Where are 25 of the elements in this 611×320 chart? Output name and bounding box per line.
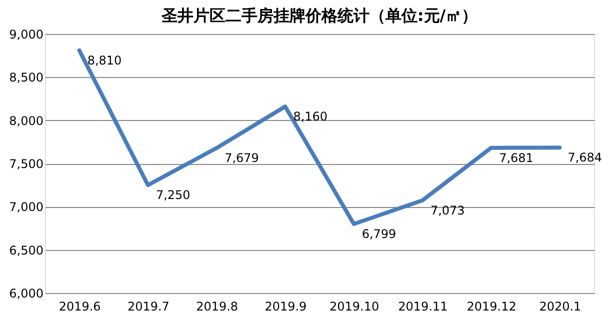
y-tick-label: 7,000 <box>9 200 44 214</box>
y-tick-label: 6,500 <box>9 243 44 258</box>
text: 7,681 <box>499 150 534 165</box>
x-tick-label: 2019.10 <box>330 300 380 314</box>
x-tick-label: 2019.12 <box>466 300 516 314</box>
text: 8,810 <box>87 53 122 68</box>
x-tick-label: 2020.1 <box>539 300 582 314</box>
y-tick-label: 9,000 <box>9 28 44 42</box>
y-tick-label: 7,500 <box>9 157 44 171</box>
text: 7,684 <box>568 150 602 165</box>
text: 8,160 <box>293 110 328 124</box>
y-tick-label: 8,000 <box>9 114 44 128</box>
x-tick-label: 2019.11 <box>398 300 448 314</box>
text: 7,679 <box>224 151 259 166</box>
text: 7,250 <box>156 188 190 202</box>
x-tick-label: 2019.9 <box>264 300 307 314</box>
line-series <box>77 48 562 226</box>
chart-title: 圣井片区二手房挂牌价格统计（单位:元/㎡） <box>160 6 478 25</box>
y-tick-label: 8,500 <box>9 70 44 85</box>
text: 6,799 <box>362 227 396 242</box>
y-tick-label: 6,000 <box>9 286 44 300</box>
text: 7,073 <box>430 203 465 218</box>
x-tick-label: 2019.8 <box>196 300 238 314</box>
x-tick-label: 2019.6 <box>58 300 101 314</box>
x-tick-label: 2019.7 <box>127 300 170 314</box>
